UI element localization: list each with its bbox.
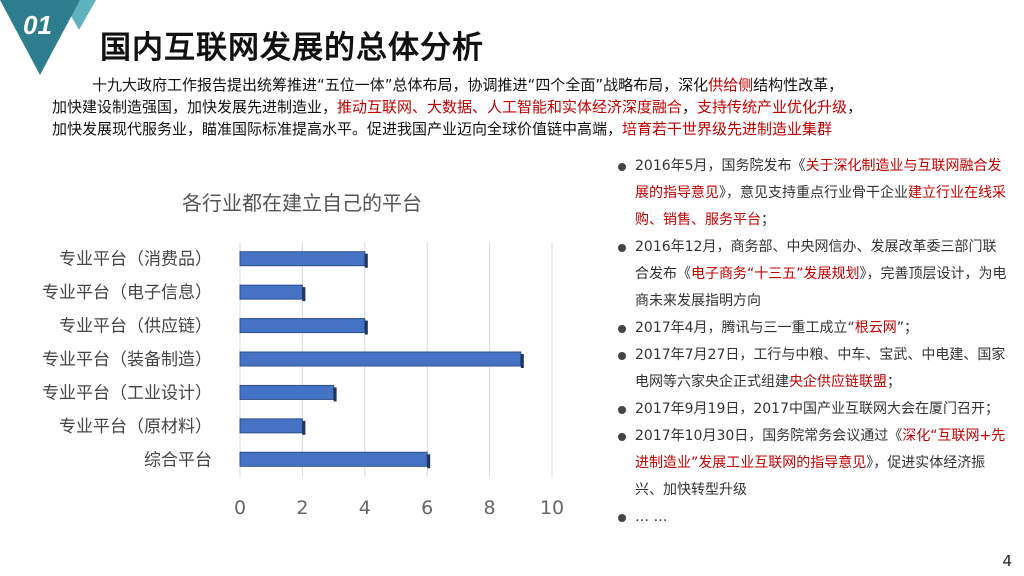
category-label: 专业平台（原材料） [59, 417, 212, 437]
bar [239, 251, 366, 267]
text-segment: ； [761, 212, 775, 228]
text-segment: ， [847, 98, 863, 116]
chart-tick-labels: 0 2 4 6 8 10 [234, 497, 564, 519]
bar-shadow [302, 287, 306, 302]
text-segment: 十九大政府工作报告提出统筹推进“五位一体”总体布局，协调推进“四个全面”战略布局… [92, 76, 709, 94]
bar-shadow [364, 320, 368, 335]
x-tick-label: 0 [234, 497, 246, 519]
highlight-text: 关于深化制造业与互联网融合发展的指导意见 [635, 158, 1002, 201]
chart-bars [239, 251, 524, 469]
bar [239, 284, 303, 300]
text-segment: 》，促进实体经济振兴、加快转型升级 [635, 455, 986, 498]
text-segment: 加快建设制造强国，加快发展先进制造业， [52, 98, 338, 116]
bullet-item: 2017年7月27日，工行与中粮、中车、宝武、中电建、国家电网等六家央企正式组建… [618, 342, 1010, 396]
category-label: 综合平台 [144, 450, 212, 470]
page-number: 4 [1002, 552, 1012, 570]
x-tick-label: 4 [359, 497, 371, 519]
category-label: 专业平台（供应链） [59, 317, 212, 337]
x-tick-label: 10 [540, 497, 564, 519]
highlight-text: 央企供应链联盟 [789, 374, 887, 390]
bar-shadow [302, 420, 306, 435]
bar [239, 351, 522, 367]
bullet-item: 2016年5月，国务院发布《关于深化制造业与互联网融合发展的指导意见》，意见支持… [618, 153, 1010, 234]
text-segment: 2016年5月，国务院发布《 [635, 158, 806, 174]
bar-shadow [333, 387, 337, 402]
event-bullet-list: 2016年5月，国务院发布《关于深化制造业与互联网融合发展的指导意见》，意见支持… [618, 153, 1010, 531]
text-segment: ， [682, 98, 698, 116]
intro-paragraph: 十九大政府工作报告提出统筹推进“五位一体”总体布局，协调推进“四个全面”战略布局… [52, 74, 1007, 140]
bar [239, 384, 335, 400]
bullet-item: … … [618, 504, 1010, 531]
platform-bar-chart: 各行业都在建立自己的平台 专业平台（消费品） 专业平台（电子信息） 专业平台（供应链… [42, 191, 564, 519]
highlight-text: 电子商务“十三五”发展规划 [691, 266, 860, 282]
section-number: 01 [23, 10, 52, 40]
highlight-text: 深化“互联网+先进制造业”发展工业互联网的指导意见 [635, 428, 1006, 471]
bar-shadow [520, 354, 524, 368]
intro-line: 十九大政府工作报告提出统筹推进“五位一体”总体布局，协调推进“四个全面”战略布局… [52, 74, 1007, 96]
text-segment: … … [635, 509, 668, 525]
bullet-dot-icon [618, 163, 626, 171]
bullet-dot-icon [618, 325, 626, 333]
category-label: 专业平台（装备制造） [42, 350, 212, 370]
bullet-item: 2017年10月30日，国务院常务会议通过《深化“互联网+先进制造业”发展工业互… [618, 423, 1010, 504]
bullet-dot-icon [618, 352, 626, 360]
highlight-text: 供给侧 [708, 76, 754, 94]
text-segment: ”； [896, 320, 919, 336]
chart-title: 各行业都在建立自己的平台 [182, 191, 422, 215]
bar [239, 318, 366, 334]
text-segment: 2017年4月，腾讯与三一重工成立“ [635, 320, 855, 336]
x-tick-label: 6 [421, 497, 433, 519]
category-label: 专业平台（消费品） [59, 250, 212, 270]
chart-category-labels: 专业平台（消费品） 专业平台（电子信息） 专业平台（供应链） 专业平台（装备制造） 专业… [42, 250, 212, 471]
intro-line: 加快发展现代服务业，瞄准国际标准提高水平。促进我国产业迈向全球价值链中高端，培育… [52, 118, 1007, 140]
highlight-text: 建立行业在线采购、销售、服务平台 [635, 185, 1006, 228]
text-segment: 2016年12月，商务部、中央网信办、发展改革委三部门联合发布《 [635, 239, 997, 282]
bar-shadow [364, 253, 368, 268]
highlight-text: 根云网 [854, 320, 897, 336]
text-segment: 加快发展现代服务业，瞄准国际标准提高水平。促进我国产业迈向全球价值链中高端， [52, 120, 623, 138]
corner-triangle-decoration: 01 [0, 0, 96, 75]
text-segment: 》，意见支持重点行业骨干企业 [719, 185, 908, 201]
text-segment: ； [887, 374, 901, 390]
bullet-item: 2017年9月19日，2017中国产业互联网大会在厦门召开； [618, 396, 1010, 423]
x-tick-label: 8 [484, 497, 496, 519]
text-segment: 2017年10月30日，国务院常务会议通过《 [635, 428, 903, 444]
text-segment: 2017年7月27日，工行与中粮、中车、宝武、中电建、国家电网等六家央企正式组建 [635, 347, 1006, 390]
category-label: 专业平台（工业设计） [42, 383, 212, 403]
dark-triangle-shape [0, 0, 80, 75]
text-segment: 结构性改革， [753, 76, 844, 94]
bar [239, 451, 428, 467]
bullet-item: 2016年12月，商务部、中央网信办、发展改革委三部门联合发布《电子商务“十三五… [618, 234, 1010, 315]
bar-shadow [427, 454, 431, 469]
highlight-text: 推动互联网、大数据、人工智能和实体经济深度融合 [337, 98, 683, 116]
page-title: 国内互联网发展的总体分析 [100, 30, 484, 66]
text-segment: 2017年9月19日，2017中国产业互联网大会在厦门召开； [635, 401, 999, 417]
category-label: 专业平台（电子信息） [42, 283, 212, 303]
bar [239, 418, 303, 434]
bullet-dot-icon [618, 433, 626, 441]
highlight-text: 培育若干世界级先进制造业集群 [622, 120, 833, 138]
bullet-item: 2017年4月，腾讯与三一重工成立“根云网”； [618, 315, 1010, 342]
highlight-text: 支持传统产业优化升级 [697, 98, 848, 116]
bullet-dot-icon [618, 244, 626, 252]
bullet-dot-icon [618, 514, 626, 522]
bullet-dot-icon [618, 406, 626, 414]
x-tick-label: 2 [296, 497, 308, 519]
intro-line: 加快建设制造强国，加快发展先进制造业，推动互联网、大数据、人工智能和实体经济深度… [52, 96, 1007, 118]
text-segment: 》，完善顶层设计，为电商未来发展指明方向 [635, 266, 1007, 309]
